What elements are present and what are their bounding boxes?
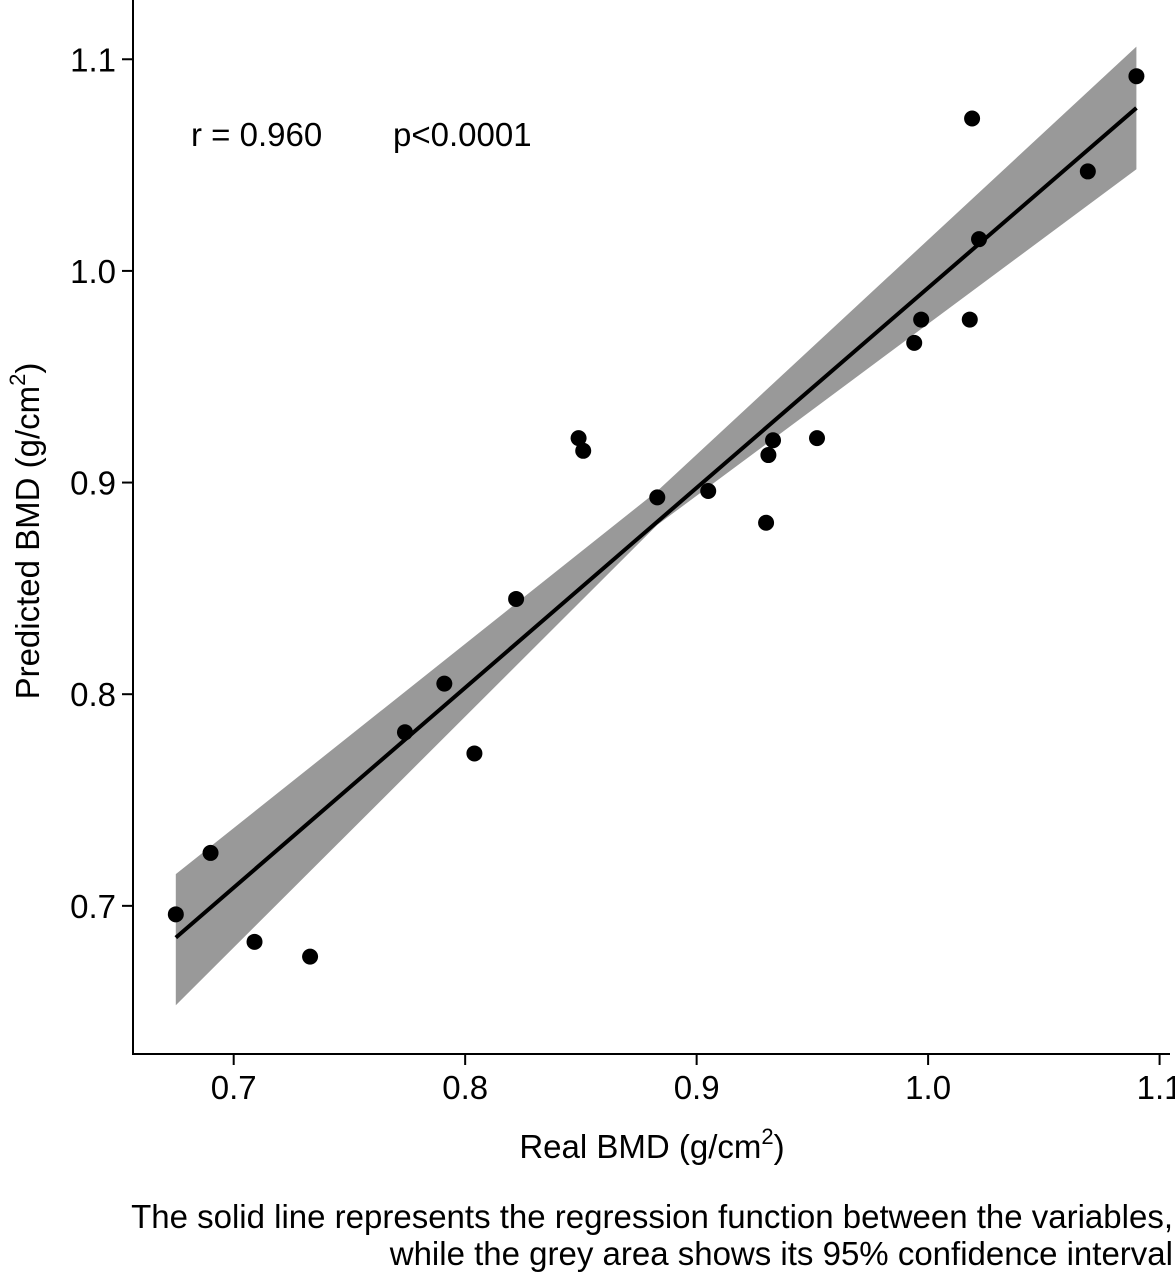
- caption-line-1: The solid line represents the regression…: [131, 1198, 1173, 1235]
- data-point: [202, 844, 219, 861]
- axes-layer: [132, 0, 1170, 1055]
- data-point: [809, 430, 826, 447]
- y-tick-label: 0.7: [70, 888, 116, 925]
- data-point: [964, 110, 981, 127]
- annotation-p: p<0.0001: [393, 116, 532, 153]
- annotation-r: r = 0.960: [191, 116, 322, 153]
- data-point: [508, 590, 525, 607]
- regression-line-layer: [174, 106, 1138, 940]
- confidence-band: [175, 46, 1137, 1006]
- data-point: [765, 432, 782, 449]
- x-tick-label: 0.8: [442, 1069, 488, 1106]
- x-tick-label: 1.0: [905, 1069, 951, 1106]
- data-point: [971, 231, 988, 248]
- data-point: [575, 442, 592, 459]
- data-point: [961, 311, 978, 328]
- data-point: [396, 724, 413, 741]
- y-tick-label: 0.8: [70, 676, 116, 713]
- x-tick-label: 0.7: [211, 1069, 257, 1106]
- y-tick-label: 0.9: [70, 465, 116, 502]
- data-point: [760, 447, 777, 464]
- x-tick-label: 1.1: [1137, 1069, 1175, 1106]
- y-axis-label: Predicted BMD (g/cm2): [5, 363, 46, 700]
- scatter-plot: 0.7 0.8 0.9 1.0 1.1 0.7 0.8 0.9 1.0 1.1 r = 0.960…: [5, 0, 1175, 1165]
- data-point: [436, 675, 453, 692]
- data-point: [1079, 163, 1096, 180]
- data-point: [466, 745, 483, 762]
- data-point: [700, 483, 717, 500]
- data-point: [649, 489, 666, 506]
- data-point: [246, 933, 263, 950]
- data-point: [913, 311, 930, 328]
- confidence-band-layer: [175, 46, 1137, 1006]
- y-tick-label: 1.1: [70, 41, 116, 78]
- data-point: [1128, 68, 1145, 85]
- data-point: [758, 514, 775, 531]
- data-point: [570, 430, 587, 447]
- caption-line-2: while the grey area shows its 95% confid…: [389, 1235, 1173, 1272]
- x-axis-label: Real BMD (g/cm2): [519, 1124, 784, 1165]
- y-tick-label: 1.0: [70, 253, 116, 290]
- ticks-layer: 0.7 0.8 0.9 1.0 1.1 0.7 0.8 0.9 1.0 1.1: [70, 41, 1175, 1106]
- regression-line: [174, 106, 1138, 940]
- x-tick-label: 0.9: [674, 1069, 720, 1106]
- data-point: [302, 948, 319, 965]
- data-point: [906, 334, 923, 351]
- data-points-layer: [167, 68, 1145, 965]
- data-point: [167, 906, 184, 923]
